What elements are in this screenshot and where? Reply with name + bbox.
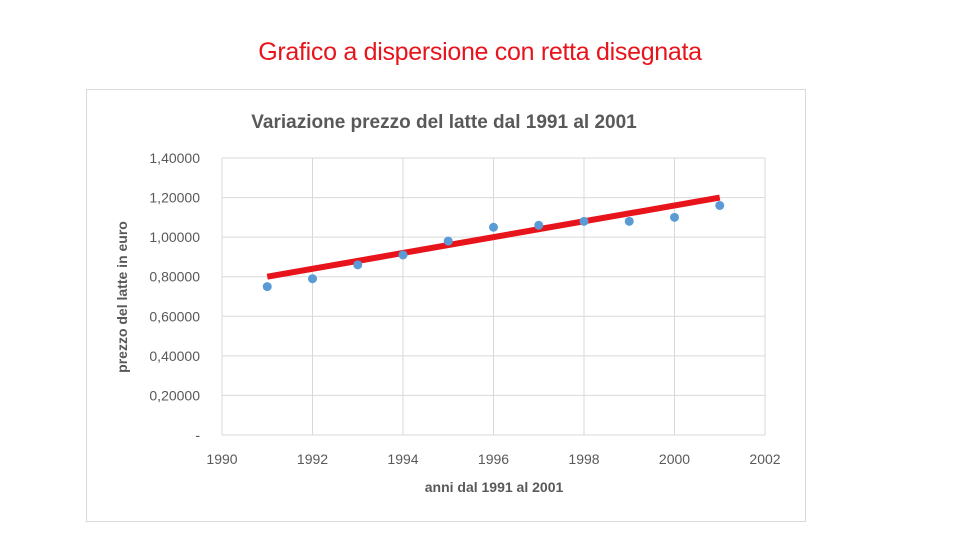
data-point [715,200,725,210]
x-tick-label: 1990 [206,451,237,467]
data-point [262,282,272,292]
y-axis-label: prezzo del latte in euro [114,221,130,373]
chart-title: Variazione prezzo del latte dal 1991 al … [251,112,637,133]
data-point [624,216,634,226]
y-tick-label: 1,00000 [149,229,200,245]
x-tick-label: 1994 [387,451,418,467]
drawn-line-layer [266,194,721,280]
data-points [262,200,725,292]
data-point [670,212,679,222]
data-point [353,260,363,270]
x-tick-label: 1996 [478,451,509,467]
scatter-chart: Variazione prezzo del latte dal 1991 al … [114,112,781,495]
data-point [308,274,317,284]
y-tick-label: 0,60000 [149,308,200,324]
y-tick-label: 0,40000 [149,348,200,364]
y-tick-label: 1,20000 [149,190,200,206]
y-tick-label: - [195,427,200,443]
y-tick-label: 0,80000 [149,269,200,285]
y-axis-ticks: - 0,20000 0,40000 0,60000 0,80000 1,00000 1,20… [149,150,200,443]
data-point [579,216,589,226]
slide-title: Grafico a dispersione con retta disegnat… [258,38,702,66]
y-tick-label: 1,40000 [149,150,200,166]
data-point [534,220,544,230]
x-tick-label: 2000 [659,451,690,467]
chart-container: Variazione prezzo del latte dal 1991 al … [86,89,806,522]
drawn-trend-line [266,194,721,280]
x-axis-label: anni dal 1991 al 2001 [425,479,564,495]
grid-lines [221,157,766,436]
data-point [398,250,408,260]
x-tick-label: 2002 [749,451,780,467]
x-axis-ticks: 1990 1992 1994 1996 1998 2000 2002 [206,451,780,467]
data-point [443,236,453,246]
data-point [489,222,498,232]
x-tick-label: 1992 [297,451,328,467]
y-tick-label: 0,20000 [149,387,200,403]
x-tick-label: 1998 [568,451,599,467]
